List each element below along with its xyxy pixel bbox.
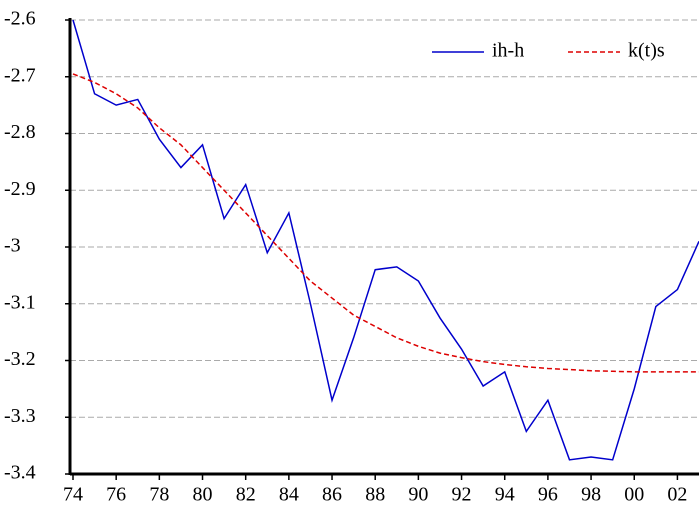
series-line — [72, 19, 699, 461]
series-line — [72, 73, 699, 373]
x-tick-label: 80 — [193, 484, 213, 506]
y-tick-label: -3.1 — [4, 291, 36, 313]
x-tick-label: 00 — [624, 484, 644, 506]
x-tick-label: 94 — [495, 484, 515, 506]
y-tick-label: -3.4 — [4, 462, 36, 484]
y-tick-label: -3.2 — [4, 348, 36, 370]
x-tick-label: 78 — [149, 484, 169, 506]
y-tick-label: -2.8 — [4, 121, 36, 143]
x-tick-label: 86 — [322, 484, 342, 506]
y-tick-label: -3.3 — [4, 405, 36, 427]
x-tick-label: 90 — [408, 484, 428, 506]
x-tick-label: 88 — [365, 484, 385, 506]
x-tick-label: 84 — [279, 484, 299, 506]
y-tick-label: -3 — [4, 235, 21, 257]
x-tick-label: 82 — [236, 484, 256, 506]
y-tick-label: -2.6 — [4, 8, 36, 30]
y-tick-label: -2.7 — [4, 64, 36, 86]
x-tick-label: 92 — [452, 484, 472, 506]
x-tick-label: 98 — [581, 484, 601, 506]
x-tick-label: 96 — [538, 484, 558, 506]
legend-label: k(t)s — [628, 40, 665, 62]
x-tick-label: 02 — [667, 484, 687, 506]
x-tick-label: 74 — [63, 484, 83, 506]
legend-label: ih-h — [492, 40, 524, 62]
y-tick-label: -2.9 — [4, 178, 36, 200]
x-tick-label: 76 — [106, 484, 126, 506]
